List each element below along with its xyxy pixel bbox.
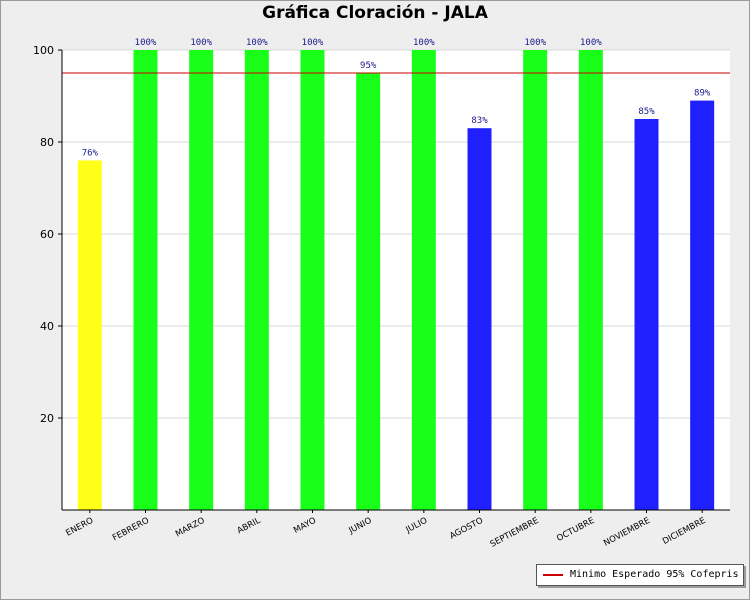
- x-tick-label: FEBRERO: [111, 516, 151, 544]
- x-tick-label: AGOSTO: [448, 516, 485, 542]
- x-tick-label: MARZO: [174, 516, 207, 540]
- data-label: 89%: [694, 89, 711, 99]
- x-tick-label: ENERO: [64, 516, 95, 539]
- bar-mayo: [300, 50, 325, 510]
- bar-julio: [411, 50, 436, 510]
- bar-octubre: [578, 50, 603, 510]
- bar-noviembre: [634, 119, 659, 510]
- y-tick-label: 60: [40, 228, 54, 241]
- bar-diciembre: [690, 100, 715, 510]
- data-label: 100%: [135, 38, 157, 48]
- data-label: 100%: [302, 38, 324, 48]
- bar-junio: [356, 73, 381, 510]
- x-tick-label: JULIO: [404, 516, 430, 536]
- data-label: 76%: [82, 148, 99, 158]
- data-label: 85%: [638, 107, 655, 117]
- chart-title: Gráfica Cloración - JALA: [262, 3, 488, 23]
- data-label: 100%: [580, 38, 602, 48]
- x-tick-label: JUNIO: [347, 516, 374, 537]
- data-label: 100%: [524, 38, 546, 48]
- x-tick-label: NOVIEMBRE: [602, 516, 652, 549]
- x-tick-label: SEPTIEMBRE: [489, 516, 541, 550]
- bar-abril: [244, 50, 269, 510]
- plot-area: [62, 50, 730, 510]
- legend-label: Minimo Esperado 95% Cofepris: [570, 569, 739, 580]
- bar-septiembre: [523, 50, 548, 510]
- data-label: 95%: [360, 61, 377, 71]
- x-tick-label: DICIEMBRE: [661, 516, 707, 547]
- y-tick-label: 100: [33, 44, 54, 57]
- data-label: 100%: [190, 38, 212, 48]
- bar-agosto: [467, 128, 492, 510]
- data-label: 83%: [471, 116, 488, 126]
- x-tick-label: OCTUBRE: [555, 516, 596, 544]
- legend-reference-line-swatch: [543, 574, 563, 576]
- bar-febrero: [133, 50, 158, 510]
- bar-enero: [77, 160, 102, 510]
- y-tick-label: 80: [40, 136, 54, 149]
- legend: Minimo Esperado 95% Cofepris: [536, 564, 744, 586]
- data-label: 100%: [246, 38, 268, 48]
- data-label: 100%: [413, 38, 435, 48]
- y-tick-label: 40: [40, 320, 54, 333]
- x-tick-label: ABRIL: [236, 516, 263, 537]
- bar-marzo: [189, 50, 214, 510]
- x-tick-label: MAYO: [292, 516, 318, 536]
- y-tick-label: 20: [40, 412, 54, 425]
